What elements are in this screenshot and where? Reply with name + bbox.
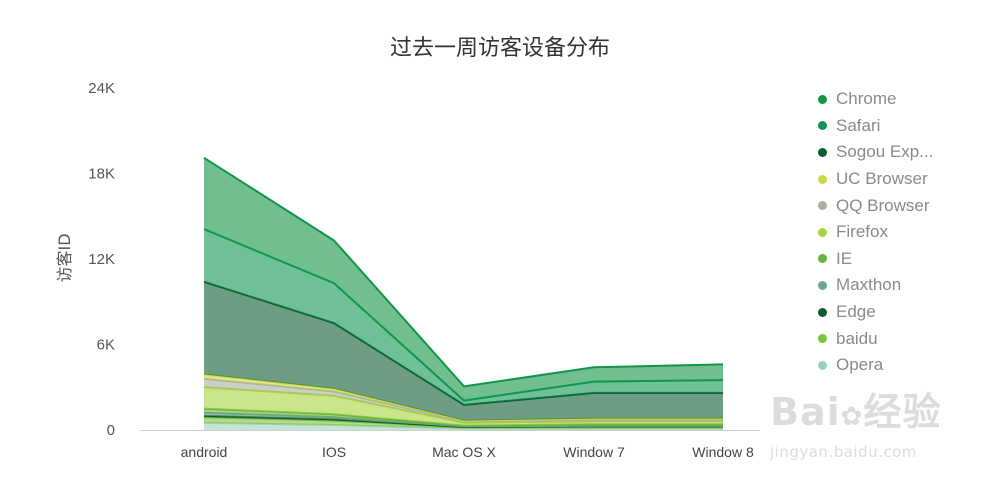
legend-label: Safari [836, 115, 881, 135]
legend-item[interactable]: Maxthon [818, 272, 933, 299]
y-tick-label: 12K [88, 251, 115, 268]
y-tick-label: 24K [88, 80, 115, 97]
legend-label: UC Browser [836, 169, 928, 189]
x-tick-label: IOS [322, 444, 346, 460]
x-tick-label: Window 7 [563, 444, 625, 460]
y-tick-label: 0 [107, 422, 115, 439]
x-tick-label: Window 8 [692, 444, 754, 460]
paw-icon: ✿ [840, 402, 864, 432]
legend-item[interactable]: Firefox [818, 219, 933, 246]
legend-label: Chrome [836, 89, 897, 109]
legend-dot-icon [818, 94, 827, 104]
legend-label: Firefox [836, 222, 888, 242]
chart-title: 过去一周访客设备分布 [389, 36, 610, 61]
legend-item[interactable]: Sogou Exp... [818, 139, 933, 166]
area-safari [204, 229, 723, 405]
legend-label: Sogou Exp... [836, 142, 934, 162]
legend-item[interactable]: IE [818, 246, 933, 273]
legend-item[interactable]: Safari [818, 113, 933, 140]
legend-dot-icon [818, 227, 827, 237]
legend-item[interactable]: Opera [818, 352, 933, 379]
area-opera [204, 422, 723, 430]
legend-dot-icon [818, 201, 827, 211]
legend-label: Opera [836, 355, 884, 375]
y-tick-label: 18K [88, 166, 115, 183]
legend-item[interactable]: Edge [818, 299, 933, 326]
legend-item[interactable]: baidu [818, 325, 933, 352]
area-firefox [204, 387, 723, 426]
legend-dot-icon [818, 121, 827, 131]
area-chrome [204, 157, 723, 401]
legend-label: QQ Browser [836, 195, 930, 215]
watermark-brand: Bai [770, 390, 841, 434]
x-tick-label: Mac OS X [432, 444, 496, 460]
legend-item[interactable]: UC Browser [818, 166, 933, 193]
legend-dot-icon [818, 307, 827, 317]
legend-label: Edge [836, 302, 876, 322]
watermark-url: jingyan.baidu.com [770, 443, 917, 461]
legend-label: baidu [836, 328, 878, 348]
x-tick-label: android [181, 444, 228, 460]
legend-dot-icon [818, 254, 827, 264]
watermark: Bai✿经验 jingyan.baidu.com [770, 392, 990, 461]
watermark-brand-suffix: 经验 [863, 390, 942, 434]
area-sogou-exp- [204, 281, 723, 421]
y-axis-label: 访客ID [55, 233, 74, 282]
legend-item[interactable]: Chrome [818, 86, 933, 113]
line-chrome [203, 156, 724, 388]
legend-item[interactable]: QQ Browser [818, 192, 933, 219]
legend-dot-icon [818, 174, 827, 184]
legend-dot-icon [818, 334, 827, 344]
legend-dot-icon [818, 147, 827, 157]
legend-label: Maxthon [836, 275, 902, 295]
legend-dot-icon [818, 360, 827, 370]
legend-dot-icon [818, 280, 827, 290]
legend: Chrome Safari Sogou Exp... UC Browser QQ Bro… [818, 86, 933, 379]
y-tick-label: 6K [97, 337, 115, 354]
legend-label: IE [836, 248, 853, 268]
